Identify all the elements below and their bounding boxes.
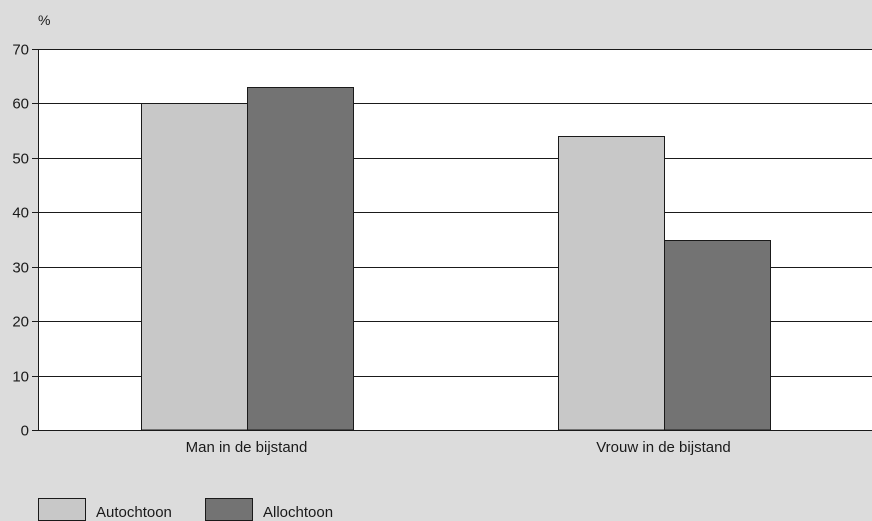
y-tick-label: 10 (12, 369, 29, 386)
legend-label: Autochtoon (96, 504, 172, 521)
bar-allochtoon (247, 87, 354, 431)
y-tick-label: 70 (12, 42, 29, 59)
x-category-label: Vrouw in de bijstand (596, 439, 731, 456)
x-axis-category-labels: Man in de bijstand Vrouw in de bijstand (186, 439, 731, 456)
bar-allochtoon (664, 240, 771, 431)
legend: Autochtoon Allochtoon (38, 498, 333, 521)
y-axis-ticks: 0 10 20 30 40 50 60 70 (12, 42, 38, 440)
bar-autochtoon (141, 103, 248, 431)
y-tick-label: 40 (12, 205, 29, 222)
legend-swatch (205, 498, 253, 521)
x-category-label: Man in de bijstand (186, 439, 308, 456)
y-tick-label: 30 (12, 260, 29, 277)
y-tick-label: 20 (12, 314, 29, 331)
legend-swatch (38, 498, 86, 521)
y-tick-label: 60 (12, 96, 29, 113)
legend-label: Allochtoon (263, 504, 333, 521)
y-axis-unit-label: % (38, 12, 50, 28)
y-tick-label: 50 (12, 151, 29, 168)
y-tick-label: 0 (21, 423, 29, 440)
bar-autochtoon (558, 136, 665, 431)
